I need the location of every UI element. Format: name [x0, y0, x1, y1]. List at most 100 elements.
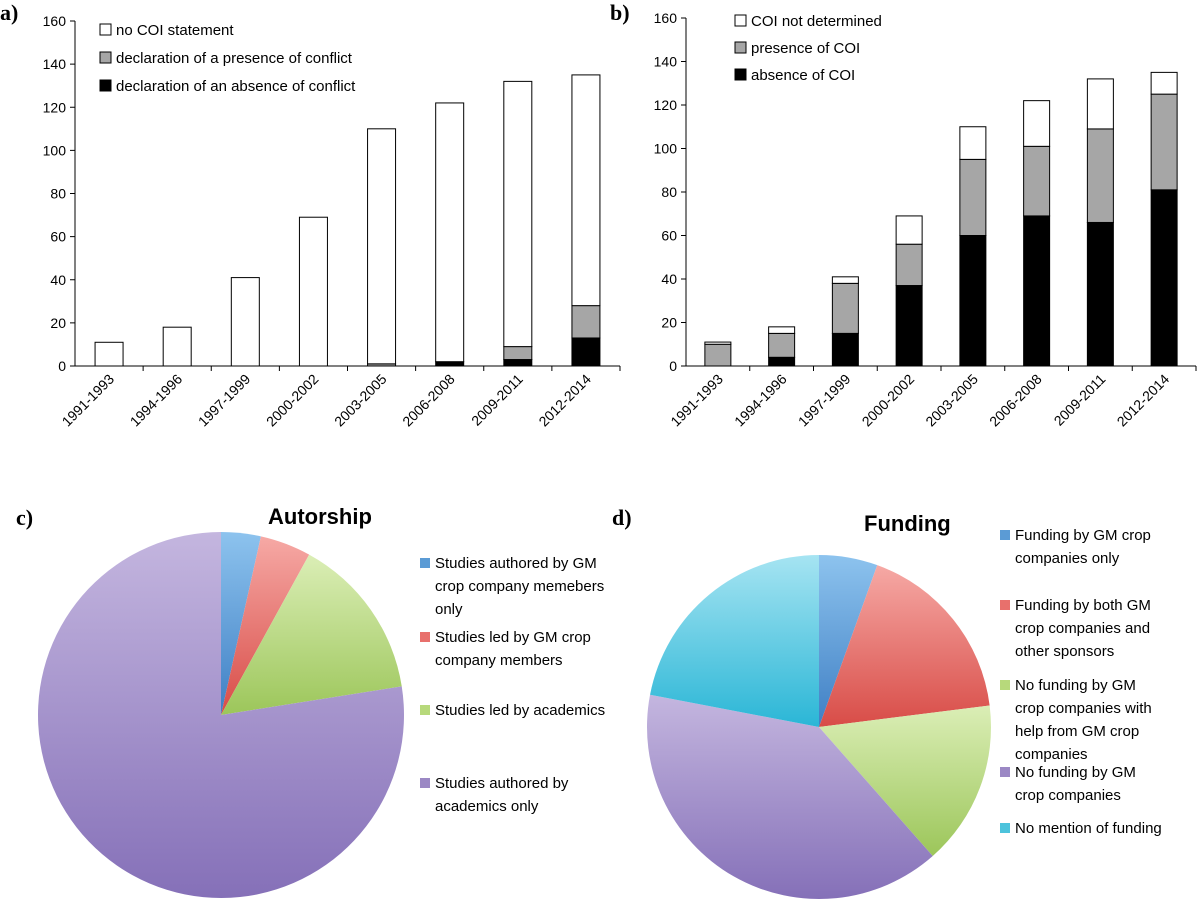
bar-b-2-1	[768, 326, 796, 334]
x-tick-label: 2012-2014	[535, 371, 594, 430]
pie-slice-c-3	[38, 532, 405, 898]
legend-swatch	[99, 79, 112, 92]
x-tick-label: 2012-2014	[1114, 371, 1173, 430]
pie-slice-d-3	[646, 694, 933, 899]
bar-b-0-5	[1023, 215, 1051, 367]
x-tick-label: 1994-1996	[731, 371, 790, 430]
bar-b-1-1	[768, 332, 796, 358]
y-tick-label: 60	[50, 229, 66, 245]
x-tick-label: 1997-1999	[795, 371, 854, 430]
panel-label-d: d)	[612, 505, 632, 530]
bar-a-2-6	[503, 80, 533, 348]
legend-label: Funding by both GM	[1015, 597, 1151, 614]
bar-b-2-7	[1150, 71, 1178, 95]
x-tick-label: 1991-1993	[59, 371, 118, 430]
pie-chart-d: Funding by GM crop companies only Funding …	[646, 527, 1162, 899]
legend-swatch	[734, 14, 747, 27]
bar-a-2-7	[571, 74, 601, 307]
bar-b-1-3	[895, 243, 923, 287]
legend-swatch	[1000, 680, 1010, 690]
x-tick-label: 1994-1996	[127, 371, 186, 430]
bar-a-2-3	[298, 216, 328, 367]
pie-slice-c-2	[221, 554, 402, 715]
y-tick-label: 40	[50, 272, 66, 288]
pie-slice-c-0	[221, 532, 261, 715]
bar-b-2-6	[1086, 78, 1114, 130]
bar-chart-a: 0 20 40 60 80 100 120 140 160 1991-1993 1994-1996 1…	[43, 13, 621, 430]
bar-b-2-0	[704, 341, 732, 345]
legend-label: only	[435, 601, 463, 618]
legend-label: COI not determined	[751, 13, 882, 30]
y-tick-label: 0	[669, 358, 677, 374]
legend-label: academics only	[435, 798, 539, 815]
y-tick-label: 100	[654, 141, 678, 157]
legend-label: Funding by GM crop	[1015, 527, 1151, 544]
legend-swatch	[99, 23, 112, 36]
bar-b-1-0	[704, 343, 732, 367]
bar-a-1-7	[571, 305, 601, 339]
y-tick-label: 140	[43, 56, 67, 72]
bar-b-1-7	[1150, 93, 1178, 191]
bar-b-0-1	[768, 356, 796, 367]
pie-slice-d-0	[819, 555, 878, 727]
bar-b-2-5	[1023, 100, 1051, 147]
bar-b-2-3	[895, 215, 923, 245]
pie-title-c: Autorship	[268, 504, 372, 529]
bar-a-2-1	[162, 326, 192, 367]
legend-swatch	[420, 778, 430, 788]
y-tick-label: 120	[43, 99, 67, 115]
legend-label: crop companies and	[1015, 620, 1150, 637]
y-tick-label: 120	[654, 97, 678, 113]
legend-label: absence of COI	[751, 67, 855, 84]
legend-swatch	[734, 68, 747, 81]
x-tick-label: 2003-2005	[331, 371, 390, 430]
panel-label-c: c)	[16, 505, 33, 530]
bar-b-0-2	[831, 332, 859, 367]
bar-b-2-4	[959, 126, 987, 160]
legend-swatch	[1000, 823, 1010, 833]
legend-label: Studies led by academics	[435, 702, 605, 719]
bar-b-1-4	[959, 158, 987, 236]
legend-label: declaration of an absence of conflict	[116, 78, 356, 95]
legend-label: Studies authored by GM	[435, 555, 597, 572]
legend-label: crop companies	[1015, 787, 1121, 804]
bar-a-2-2	[230, 277, 260, 367]
bar-b-0-3	[895, 285, 923, 367]
bar-a-2-0	[94, 341, 124, 367]
legend-swatch	[734, 41, 747, 54]
legend-label: help from GM crop	[1015, 723, 1139, 740]
x-tick-label: 2000-2002	[263, 371, 322, 430]
legend-label: No funding by GM	[1015, 677, 1136, 694]
legend-label: Studies led by GM crop	[435, 629, 591, 646]
legend-label: companies only	[1015, 550, 1120, 567]
bar-a-0-5	[435, 361, 465, 367]
bar-b-1-6	[1086, 128, 1114, 223]
legend-swatch	[1000, 600, 1010, 610]
pie-chart-c: Studies authored by GM crop company memeb…	[38, 532, 605, 898]
bar-b-0-7	[1150, 189, 1178, 367]
bar-a-0-6	[503, 359, 533, 367]
legend-label: other sponsors	[1015, 643, 1114, 660]
panel-label-a: a)	[0, 0, 18, 25]
bar-a-2-4	[367, 128, 397, 365]
legend-swatch	[420, 632, 430, 642]
legend-swatch	[420, 705, 430, 715]
bar-chart-b: 0 20 40 60 80 100 120 140 160 1991-1993 1994-1996 1…	[654, 10, 1197, 430]
y-tick-label: 20	[661, 315, 677, 331]
pie-title-d: Funding	[864, 511, 951, 536]
bar-b-0-4	[959, 235, 987, 367]
legend-label: No funding by GM	[1015, 764, 1136, 781]
bar-b-1-2	[831, 282, 859, 334]
pie-slice-d-1	[819, 565, 990, 727]
y-tick-label: 40	[661, 271, 677, 287]
legend-label: companies	[1015, 746, 1088, 763]
y-tick-label: 80	[661, 184, 677, 200]
x-tick-label: 2009-2011	[1051, 371, 1109, 429]
legend-swatch	[420, 558, 430, 568]
legend-label: declaration of a presence of conflict	[116, 50, 353, 67]
legend-label: crop companies with	[1015, 700, 1152, 717]
x-tick-label: 2000-2002	[859, 371, 918, 430]
x-tick-label: 2003-2005	[922, 371, 981, 430]
y-tick-label: 20	[50, 315, 66, 331]
